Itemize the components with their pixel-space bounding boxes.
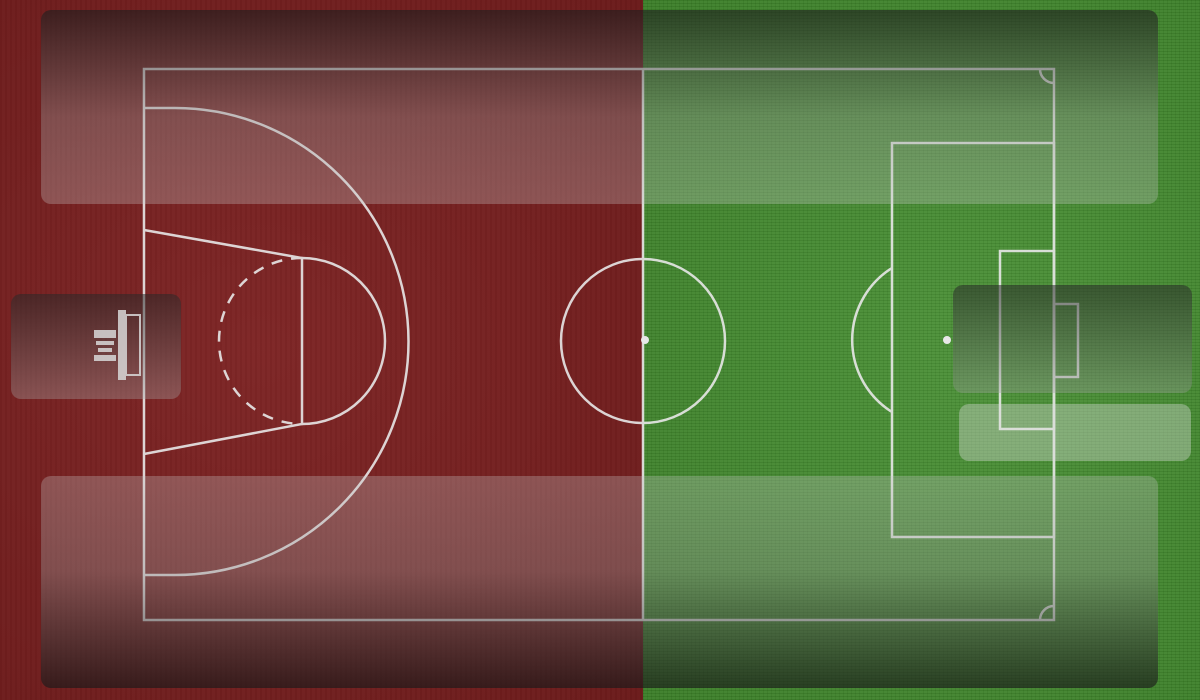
right-small-panel[interactable] bbox=[959, 404, 1191, 461]
free-throw-arc bbox=[301, 256, 387, 426]
top-overlay-panel bbox=[41, 10, 1158, 204]
center-circle bbox=[559, 257, 727, 425]
free-throw-arc-dashed bbox=[217, 256, 303, 426]
penalty-arc bbox=[851, 266, 893, 414]
center-spot bbox=[641, 336, 649, 344]
basketball-key bbox=[143, 228, 304, 456]
left-side-panel[interactable] bbox=[11, 294, 181, 399]
basketball-hoop-icon[interactable] bbox=[90, 305, 150, 385]
bottom-overlay-panel bbox=[41, 476, 1158, 688]
penalty-spot bbox=[943, 336, 951, 344]
right-side-panel[interactable] bbox=[953, 285, 1192, 393]
